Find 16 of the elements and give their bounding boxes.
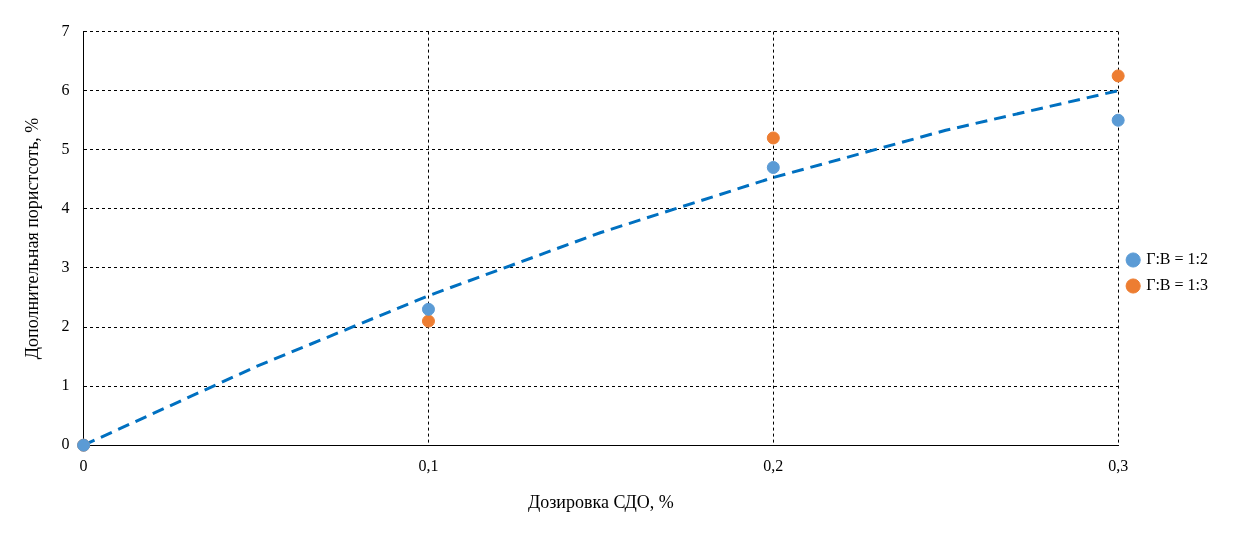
y-axis-title: Дополнительная пористсоть, % [21,117,42,360]
x-tick-label: 0,3 [1108,457,1129,474]
y-tick-label: 7 [61,21,70,39]
y-tick-label: 2 [61,317,70,335]
legend-label: Г:В = 1:3 [1146,276,1209,294]
x-tick-label: 0,2 [763,457,784,474]
y-tick-label: 1 [61,376,70,394]
y-tick-label: 0 [61,435,70,453]
x-axis-title: Дозировка СДО, % [527,491,674,512]
y-tick-label: 6 [61,80,70,98]
x-tick-label: 0,1 [418,457,439,474]
y-tick-label: 4 [61,199,70,217]
y-tick-label: 3 [61,258,70,276]
y-tick-label: 5 [61,139,70,157]
x-tick-label: 0 [79,457,88,474]
legend-label: Г:В = 1:2 [1146,250,1209,268]
